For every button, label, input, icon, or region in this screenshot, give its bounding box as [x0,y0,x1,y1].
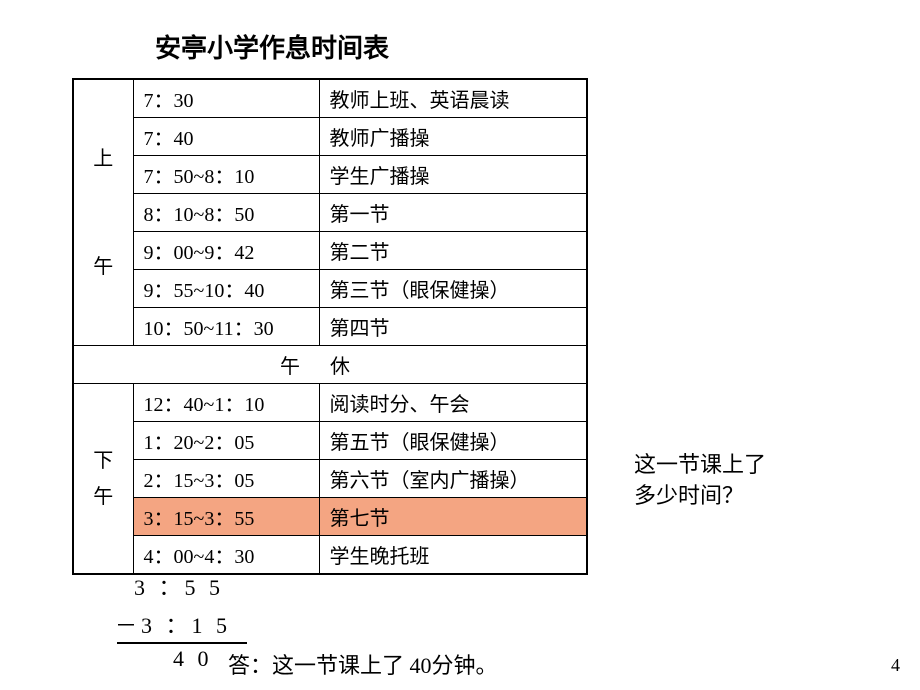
table-row: 7：50~8：10学生广播操 [73,156,587,194]
activity-cell: 第七节 [319,498,587,536]
table-row: 1：20~2：05第五节（眼保健操） [73,422,587,460]
activity-cell: 第五节（眼保健操） [319,422,587,460]
time-cell: 7：30 [133,79,319,118]
activity-cell: 阅读时分、午会 [319,384,587,422]
activity-cell: 第六节（室内广播操） [319,460,587,498]
schedule-table: 上午7：30教师上班、英语晨读7：40教师广播操7：50~8：10学生广播操8：… [72,78,588,575]
table-row: 8：10~8：50第一节 [73,194,587,232]
activity-cell: 学生广播操 [319,156,587,194]
time-cell: 10：50~11：30 [133,308,319,346]
morning-period-cell: 上午 [73,79,133,346]
afternoon-period-cell: 下午 [73,384,133,575]
time-cell: 12：40~1：10 [133,384,319,422]
table-row: 2：15~3：05第六节（室内广播操） [73,460,587,498]
time-cell: 4：00~4：30 [133,536,319,575]
table-row: 9：00~9：42第二节 [73,232,587,270]
table-row: 上午7：30教师上班、英语晨读 [73,79,587,118]
table-row: 3：15~3：55第七节 [73,498,587,536]
question-line-2: 多少时间？ [634,481,766,512]
answer-text: 答：这一节课上了 40分钟。 [228,648,498,680]
table-row: 下午12：40~1：10阅读时分、午会 [73,384,587,422]
calc-minuend: 3 ：5 5 [115,570,247,602]
question-text: 这一节课上了 多少时间？ [634,450,766,512]
activity-cell: 第四节 [319,308,587,346]
time-cell: 9：00~9：42 [133,232,319,270]
table-row: 4：00~4：30学生晚托班 [73,536,587,575]
page-number: 4 [891,655,900,676]
time-cell: 7：50~8：10 [133,156,319,194]
activity-cell: 教师上班、英语晨读 [319,79,587,118]
activity-cell: 教师广播操 [319,118,587,156]
question-line-1: 这一节课上了 [634,450,766,481]
calc-rule [117,642,247,644]
activity-cell: 第一节 [319,194,587,232]
time-cell: 8：10~8：50 [133,194,319,232]
calc-subtrahend: －3 ：1 5 [115,608,247,640]
break-cell: 午休 [73,346,587,384]
activity-cell: 第二节 [319,232,587,270]
table-row: 10：50~11：30第四节 [73,308,587,346]
page-title: 安亭小学作息时间表 [155,28,389,65]
activity-cell: 学生晚托班 [319,536,587,575]
time-cell: 9：55~10：40 [133,270,319,308]
activity-cell: 第三节（眼保健操） [319,270,587,308]
time-cell: 1：20~2：05 [133,422,319,460]
break-row: 午休 [73,346,587,384]
time-cell: 2：15~3：05 [133,460,319,498]
table-row: 9：55~10：40第三节（眼保健操） [73,270,587,308]
time-cell: 7：40 [133,118,319,156]
table-row: 7：40教师广播操 [73,118,587,156]
time-cell: 3：15~3：55 [133,498,319,536]
